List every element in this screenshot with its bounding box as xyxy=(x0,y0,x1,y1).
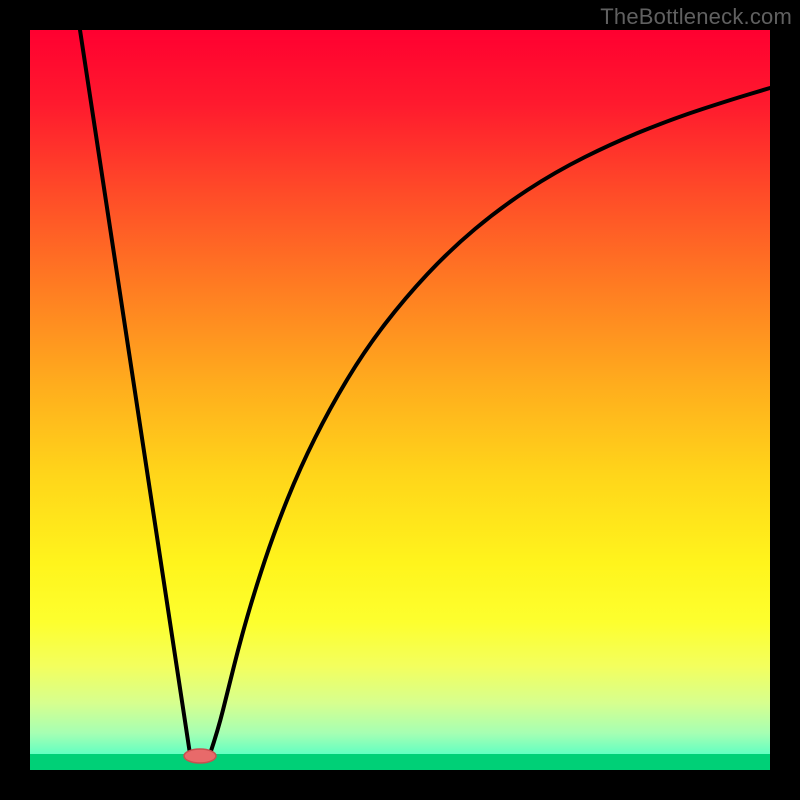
bottleneck-chart xyxy=(0,0,800,800)
watermark-text: TheBottleneck.com xyxy=(600,4,792,30)
optimal-point-marker xyxy=(184,749,216,763)
green-band xyxy=(30,754,770,770)
gradient-background xyxy=(30,30,770,770)
chart-container: TheBottleneck.com xyxy=(0,0,800,800)
